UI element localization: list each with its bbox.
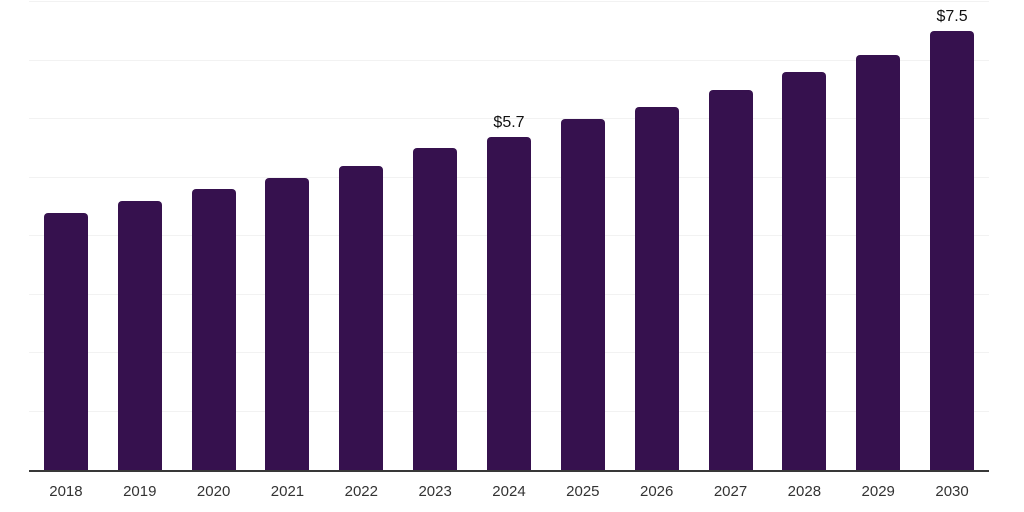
bar-2021[interactable]: [265, 177, 310, 470]
x-axis-label-2018: 2018: [49, 483, 83, 500]
gridline: [29, 1, 989, 2]
gridline: [29, 118, 989, 119]
x-axis-label-2024: 2024: [492, 483, 526, 500]
bar-slot-2028: [767, 2, 841, 470]
x-axis-label-2019: 2019: [123, 483, 157, 500]
x-axis-label-2029: 2029: [861, 483, 895, 500]
gridline: [29, 59, 989, 61]
bar-slot-2025: [546, 2, 620, 470]
bar-2022[interactable]: [339, 165, 384, 470]
x-axis-label-2030: 2030: [935, 483, 969, 500]
x-axis-label-2025: 2025: [566, 483, 600, 500]
bar-slot-2024: $5.7: [472, 2, 546, 470]
bar-slot-2023: [398, 2, 472, 470]
bar-slot-2021: [251, 2, 325, 470]
bar-slot-2029: [841, 2, 915, 470]
x-axis-labels: 2018 2019 2020 2021 2022 2023 2024 2025 2026 2027…: [29, 481, 989, 503]
x-axis-label-2022: 2022: [344, 483, 378, 500]
x-axis-label-2023: 2023: [418, 483, 452, 500]
bar-slot-2018: [29, 2, 103, 470]
value-label-2030: $7.5: [936, 8, 968, 26]
bar-slot-2022: [324, 2, 398, 470]
bars-group: $5.7 $7.5: [29, 2, 989, 470]
x-axis-label-2020: 2020: [196, 483, 231, 500]
bar-2030[interactable]: [930, 31, 975, 470]
bar-2020[interactable]: [191, 189, 236, 470]
bar-slot-2026: [620, 2, 694, 470]
x-axis-label-2027: 2027: [713, 483, 748, 500]
bar-2028[interactable]: [782, 72, 827, 470]
x-axis-label-2028: 2028: [787, 483, 822, 500]
bar-2027[interactable]: [708, 89, 753, 470]
bar-2025[interactable]: [560, 119, 605, 470]
bar-slot-2027: [694, 2, 768, 470]
bar-2018[interactable]: [43, 212, 88, 470]
x-axis-label-2026: 2026: [639, 483, 674, 500]
bar-slot-2030: $7.5: [915, 2, 989, 470]
bar-2019[interactable]: [117, 200, 162, 470]
bar-slot-2020: [177, 2, 251, 470]
bar-2023[interactable]: [413, 148, 458, 470]
x-axis-label-2021: 2021: [270, 483, 305, 500]
bar-slot-2019: [103, 2, 177, 470]
value-label-2024: $5.7: [493, 113, 525, 131]
bar-2026[interactable]: [634, 107, 679, 470]
plot-area: $5.7 $7.5: [29, 1, 989, 472]
bar-2029[interactable]: [856, 54, 901, 470]
x-axis-line: [29, 470, 989, 472]
bar-2024[interactable]: [486, 136, 531, 470]
